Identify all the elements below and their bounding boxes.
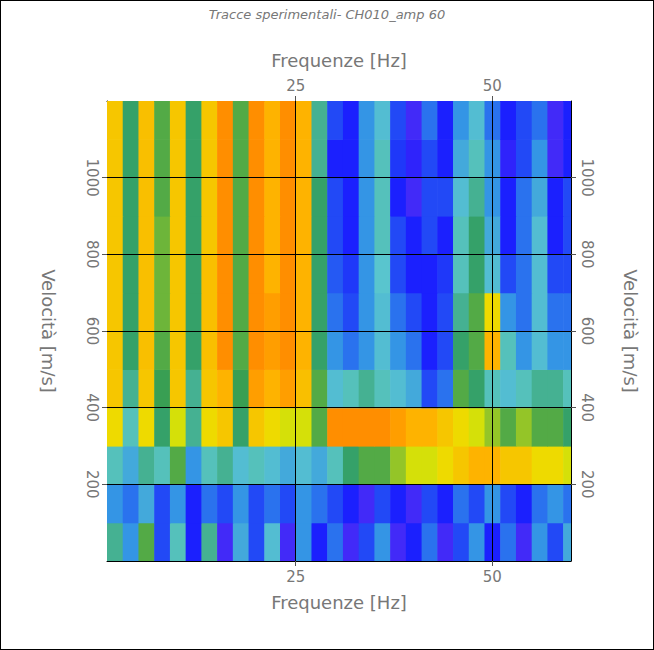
svg-text:600: 600	[83, 317, 101, 346]
svg-text:Tracce sperimentali- CH010_amp: Tracce sperimentali- CH010_amp 60	[209, 7, 445, 22]
svg-text:1000: 1000	[578, 159, 596, 197]
svg-text:Frequenze [Hz]: Frequenze [Hz]	[271, 50, 407, 71]
svg-text:400: 400	[578, 393, 596, 422]
svg-text:200: 200	[83, 470, 101, 499]
svg-text:600: 600	[578, 317, 596, 346]
svg-text:1000: 1000	[83, 159, 101, 197]
svg-text:800: 800	[83, 240, 101, 269]
svg-text:Velocità [m/s]: Velocità [m/s]	[620, 269, 641, 393]
svg-text:Frequenze [Hz]: Frequenze [Hz]	[271, 592, 407, 613]
svg-text:25: 25	[286, 568, 305, 586]
svg-text:200: 200	[578, 470, 596, 499]
svg-text:Velocità [m/s]: Velocità [m/s]	[38, 269, 59, 393]
svg-text:50: 50	[483, 568, 502, 586]
svg-text:800: 800	[578, 240, 596, 269]
svg-text:400: 400	[83, 393, 101, 422]
svg-text:50: 50	[483, 77, 502, 95]
svg-text:25: 25	[286, 77, 305, 95]
